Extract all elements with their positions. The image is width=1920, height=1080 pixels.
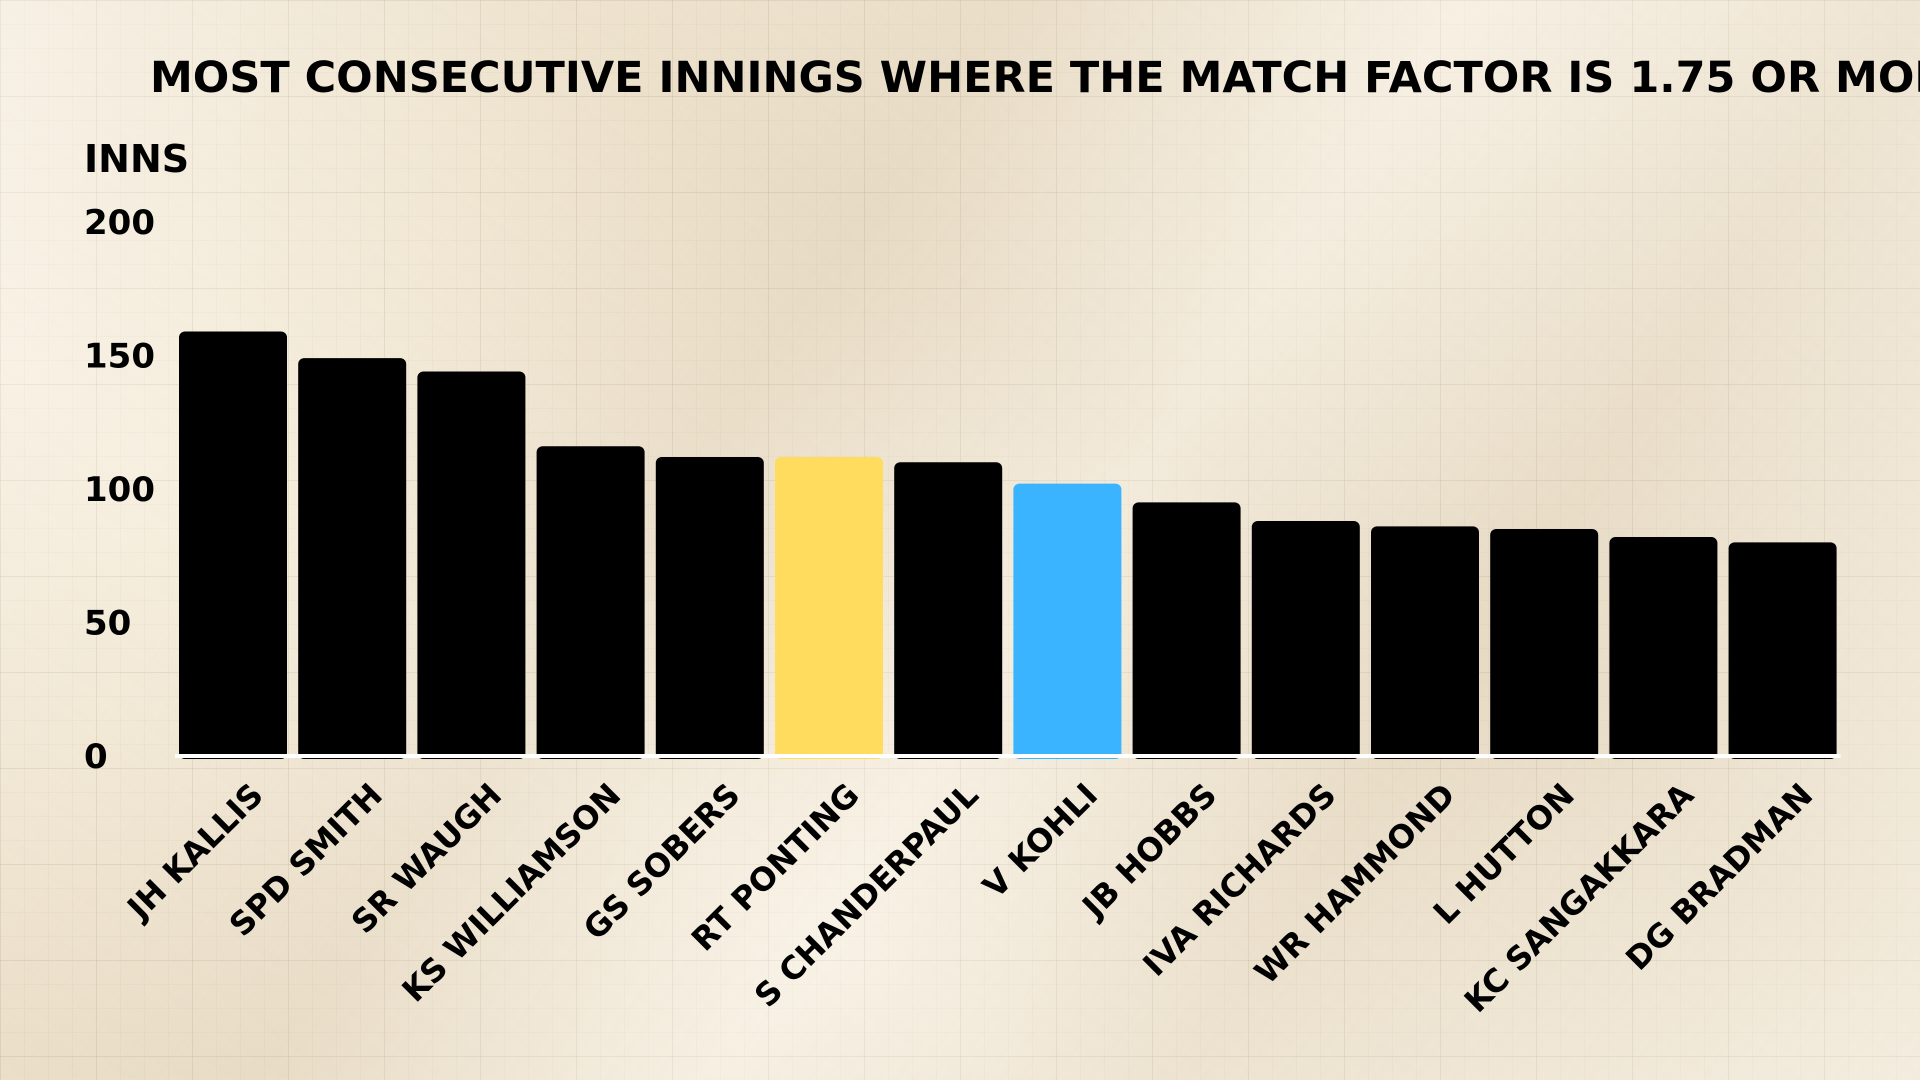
bar [1728, 542, 1837, 759]
bar [417, 371, 526, 759]
x-category-label: KS WILLIAMSON [395, 776, 629, 1010]
bar [894, 462, 1003, 759]
baseline [175, 754, 1841, 758]
bar [1013, 483, 1122, 759]
x-category-label: KC SANGAKKARA [1457, 776, 1701, 1020]
y-tick-label: 100 [84, 470, 155, 510]
x-category-label: WR HAMMOND [1247, 776, 1463, 992]
bar [298, 358, 407, 759]
bar [1251, 521, 1360, 759]
y-axis-ticks: 0 50 100 150 200 [84, 203, 155, 777]
bar [1132, 502, 1241, 759]
bar [1490, 529, 1599, 759]
bar [1609, 537, 1718, 759]
y-tick-label: 200 [84, 203, 155, 243]
chart-title: MOST CONSECUTIVE INNINGS WHERE THE MATCH… [150, 53, 1920, 103]
bar [1371, 526, 1479, 759]
bar [655, 456, 764, 759]
bar [775, 456, 883, 759]
x-category-label: V KOHLI [975, 776, 1105, 906]
bar [536, 446, 645, 759]
bars [175, 331, 1841, 759]
y-tick-label: 50 [84, 604, 131, 644]
y-tick-label: 0 [84, 737, 108, 777]
y-tick-label: 150 [84, 337, 155, 377]
y-axis-label: INNS [84, 137, 190, 181]
bar [179, 331, 287, 759]
x-category-label: S CHANDERPAUL [747, 776, 986, 1015]
